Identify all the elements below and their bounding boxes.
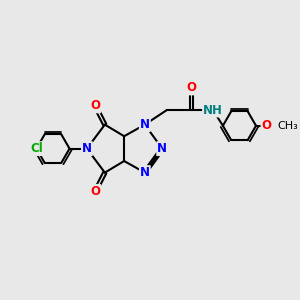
Text: N: N bbox=[140, 118, 150, 131]
Text: NH: NH bbox=[203, 103, 223, 116]
Text: N: N bbox=[140, 166, 150, 179]
Text: N: N bbox=[82, 142, 92, 155]
Text: Cl: Cl bbox=[30, 142, 43, 155]
Text: N: N bbox=[157, 142, 167, 155]
Text: O: O bbox=[90, 185, 100, 198]
Text: CH₃: CH₃ bbox=[277, 121, 298, 131]
Text: O: O bbox=[187, 81, 197, 94]
Text: O: O bbox=[90, 99, 100, 112]
Text: O: O bbox=[262, 119, 272, 132]
